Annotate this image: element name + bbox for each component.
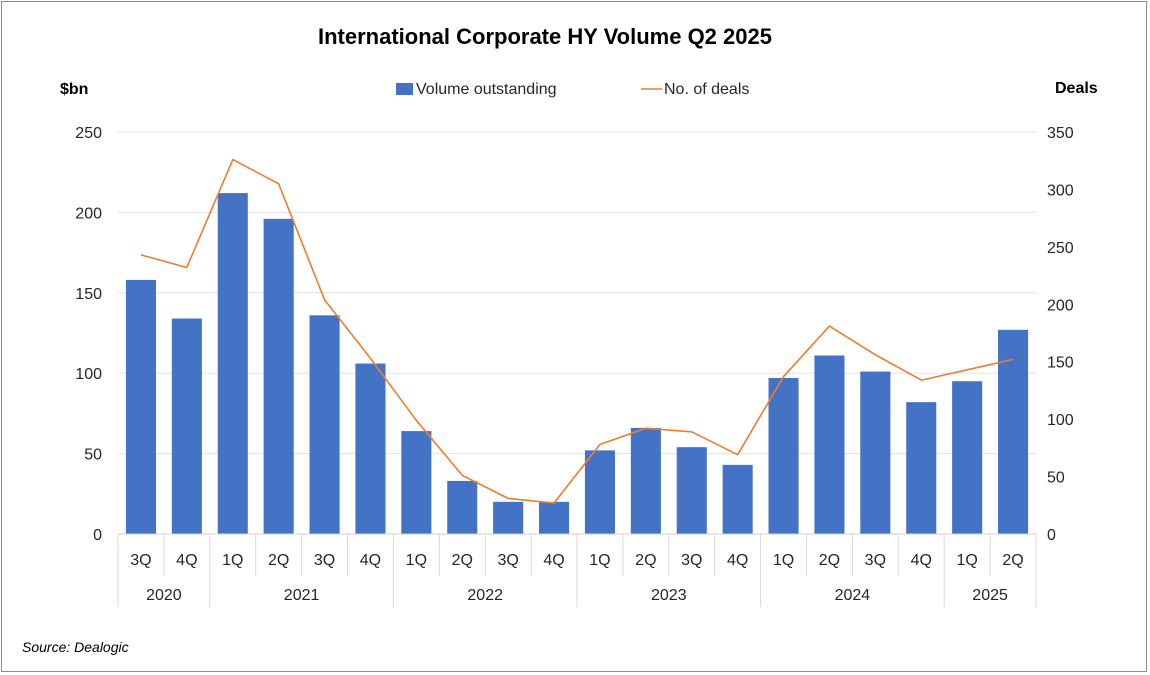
- bar-3q-0: [125, 279, 156, 534]
- x-tick-label: 4Q: [727, 552, 748, 569]
- x-tick-label: 4Q: [543, 552, 564, 569]
- source-note: Source: Dealogic: [22, 639, 129, 655]
- right-tick-label: 250: [1047, 240, 1074, 257]
- year-label-2020: 2020: [146, 587, 182, 604]
- bar-3q-16: [860, 371, 891, 534]
- x-tick-label: 3Q: [314, 552, 335, 569]
- bar-3q-8: [493, 501, 524, 534]
- x-tick-label: 3Q: [130, 552, 151, 569]
- bar-2q-11: [630, 427, 661, 534]
- left-axis-title: $bn: [60, 81, 88, 98]
- x-tick-label: 3Q: [497, 552, 518, 569]
- left-tick-label: 50: [84, 447, 102, 464]
- line-series: [140, 158, 1014, 504]
- year-label-2023: 2023: [651, 587, 687, 604]
- x-tick-label: 1Q: [222, 552, 243, 569]
- bar-1q-6: [401, 431, 432, 534]
- year-label-2025: 2025: [972, 587, 1008, 604]
- x-tick-label: 1Q: [589, 552, 610, 569]
- bar-1q-18: [952, 381, 983, 534]
- bar-2q-15: [814, 355, 845, 534]
- x-tick-label: 2Q: [1002, 552, 1023, 569]
- bar-3q-12: [676, 447, 707, 534]
- right-axis-title: Deals: [1055, 80, 1098, 97]
- bar-4q-13: [722, 464, 753, 534]
- x-tick-label: 2Q: [635, 552, 656, 569]
- legend-line-label: No. of deals: [664, 81, 749, 98]
- bar-4q-17: [906, 402, 937, 534]
- left-tick-label: 200: [75, 205, 102, 222]
- x-tick-label: 3Q: [865, 552, 886, 569]
- left-tick-label: 250: [75, 125, 102, 142]
- gridlines: [118, 131, 1036, 455]
- year-label-2024: 2024: [835, 587, 871, 604]
- right-tick-label: 350: [1047, 125, 1074, 142]
- bar-1q-14: [768, 378, 799, 534]
- bar-1q-2: [217, 193, 248, 534]
- bar-4q-5: [355, 363, 386, 534]
- x-tick-label: 4Q: [911, 552, 932, 569]
- right-tick-label: 50: [1047, 470, 1065, 487]
- left-tick-label: 150: [75, 286, 102, 303]
- legend-bar-swatch: [396, 83, 413, 95]
- bar-3q-4: [309, 315, 340, 534]
- chart-title: International Corporate HY Volume Q2 202…: [318, 24, 772, 49]
- bar-4q-1: [171, 318, 202, 534]
- x-tick-label: 4Q: [360, 552, 381, 569]
- x-tick-label: 1Q: [773, 552, 794, 569]
- x-tick-label: 1Q: [956, 552, 977, 569]
- year-label-2022: 2022: [467, 587, 503, 604]
- deals-line: [140, 158, 1014, 504]
- right-tick-label: 200: [1047, 297, 1074, 314]
- x-tick-label: 2Q: [452, 552, 473, 569]
- right-axis-ticks: 0 50 100 150 200 250 300 350: [1047, 125, 1074, 544]
- bar-1q-10: [584, 450, 615, 534]
- bar-2q-7: [447, 480, 478, 534]
- x-axis: 3Q 4Q 1Q 2Q 3Q 4Q 1Q 2Q 3Q 4Q 1Q 2Q 3Q 4Q 1Q 2Q 3Q 4Q 1Q 2Q…: [117, 533, 1037, 607]
- x-tick-label: 2Q: [268, 552, 289, 569]
- x-tick-label: 4Q: [176, 552, 197, 569]
- left-tick-label: 0: [93, 527, 102, 544]
- right-tick-label: 150: [1047, 355, 1074, 372]
- legend: Volume outstanding No. of deals: [396, 81, 749, 98]
- bar-2q-3: [263, 218, 294, 534]
- bar-series: [125, 193, 1029, 534]
- right-tick-label: 300: [1047, 182, 1074, 199]
- x-tick-label: 2Q: [819, 552, 840, 569]
- left-axis-ticks: 0 50 100 150 200 250: [75, 125, 102, 544]
- left-tick-label: 100: [75, 366, 102, 383]
- legend-bar-label: Volume outstanding: [416, 81, 557, 98]
- right-tick-label: 0: [1047, 527, 1056, 544]
- x-tick-label: 3Q: [681, 552, 702, 569]
- right-tick-label: 100: [1047, 412, 1074, 429]
- bar-4q-9: [539, 501, 570, 534]
- x-tick-label: 1Q: [406, 552, 427, 569]
- bar-2q-19: [998, 329, 1029, 534]
- year-label-2021: 2021: [284, 587, 320, 604]
